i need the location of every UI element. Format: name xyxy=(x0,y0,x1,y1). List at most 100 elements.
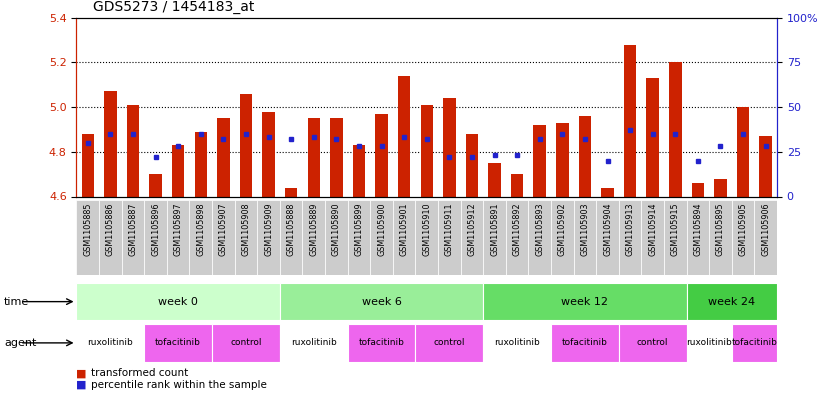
Text: time: time xyxy=(4,297,29,307)
Bar xyxy=(465,134,478,196)
Bar xyxy=(624,44,637,196)
Bar xyxy=(121,200,145,275)
Text: GSM1105890: GSM1105890 xyxy=(332,203,341,256)
Bar xyxy=(234,200,258,275)
Bar xyxy=(551,324,619,362)
Bar xyxy=(578,116,591,196)
Text: GSM1105894: GSM1105894 xyxy=(693,203,702,256)
Text: GSM1105914: GSM1105914 xyxy=(648,203,657,256)
Text: week 0: week 0 xyxy=(158,297,198,307)
Text: GSM1105892: GSM1105892 xyxy=(513,203,522,256)
Bar xyxy=(280,283,483,320)
Text: week 6: week 6 xyxy=(361,297,401,307)
Bar xyxy=(302,200,325,275)
Bar xyxy=(189,200,212,275)
Text: week 12: week 12 xyxy=(562,297,608,307)
Bar xyxy=(596,200,619,275)
Bar xyxy=(732,200,755,275)
Text: GSM1105887: GSM1105887 xyxy=(129,203,137,256)
Bar xyxy=(420,105,433,196)
Bar xyxy=(489,163,501,196)
Text: GSM1105905: GSM1105905 xyxy=(739,203,748,256)
Text: GSM1105901: GSM1105901 xyxy=(400,203,409,256)
Bar xyxy=(534,125,546,196)
Text: GSM1105904: GSM1105904 xyxy=(603,203,612,256)
Text: ruxolitinib: ruxolitinib xyxy=(686,338,732,347)
Text: ruxolitinib: ruxolitinib xyxy=(494,338,540,347)
Text: percentile rank within the sample: percentile rank within the sample xyxy=(91,380,268,390)
Bar xyxy=(76,324,145,362)
Bar xyxy=(212,324,280,362)
Text: tofacitinib: tofacitinib xyxy=(359,338,405,347)
Text: GSM1105888: GSM1105888 xyxy=(287,203,296,256)
Bar xyxy=(483,283,686,320)
Text: ruxolitinib: ruxolitinib xyxy=(87,338,133,347)
Text: GSM1105902: GSM1105902 xyxy=(558,203,567,256)
Bar xyxy=(755,200,777,275)
Bar xyxy=(167,200,189,275)
Bar xyxy=(239,94,252,196)
Bar xyxy=(258,200,280,275)
Bar xyxy=(352,145,365,196)
Bar xyxy=(81,134,94,196)
Bar xyxy=(556,123,568,196)
Bar xyxy=(398,76,411,196)
Bar xyxy=(371,200,393,275)
Bar xyxy=(619,200,642,275)
Bar xyxy=(76,200,99,275)
Bar xyxy=(551,200,573,275)
Text: ■: ■ xyxy=(76,380,87,390)
Text: agent: agent xyxy=(4,338,37,348)
Bar xyxy=(715,178,726,196)
Bar xyxy=(438,200,460,275)
Text: GSM1105900: GSM1105900 xyxy=(377,203,386,256)
Text: GSM1105891: GSM1105891 xyxy=(490,203,499,256)
Text: GSM1105913: GSM1105913 xyxy=(626,203,635,256)
Bar xyxy=(393,200,416,275)
Bar xyxy=(511,174,524,196)
Bar xyxy=(307,118,320,196)
Bar xyxy=(280,324,347,362)
Bar xyxy=(642,200,664,275)
Bar xyxy=(280,200,302,275)
Bar xyxy=(172,145,184,196)
Text: tofacitinib: tofacitinib xyxy=(731,338,777,347)
Text: GSM1105910: GSM1105910 xyxy=(422,203,431,256)
Text: control: control xyxy=(434,338,465,347)
Text: GSM1105908: GSM1105908 xyxy=(242,203,250,256)
Text: GSM1105896: GSM1105896 xyxy=(151,203,160,256)
Text: control: control xyxy=(637,338,668,347)
Text: GSM1105907: GSM1105907 xyxy=(219,203,228,256)
Bar xyxy=(602,187,614,196)
Bar xyxy=(217,118,229,196)
Bar xyxy=(737,107,750,196)
Text: GSM1105885: GSM1105885 xyxy=(83,203,92,256)
Text: GSM1105903: GSM1105903 xyxy=(580,203,589,256)
Bar xyxy=(483,324,551,362)
Text: week 24: week 24 xyxy=(708,297,755,307)
Bar xyxy=(760,136,772,196)
Bar xyxy=(529,200,551,275)
Bar xyxy=(416,324,483,362)
Bar xyxy=(709,200,732,275)
Bar xyxy=(732,324,777,362)
Text: GSM1105898: GSM1105898 xyxy=(196,203,205,256)
Bar xyxy=(263,112,275,196)
Text: GSM1105889: GSM1105889 xyxy=(309,203,318,256)
Bar xyxy=(686,324,732,362)
Text: tofacitinib: tofacitinib xyxy=(562,338,607,347)
Bar xyxy=(691,183,704,196)
Bar xyxy=(325,200,347,275)
Text: GSM1105886: GSM1105886 xyxy=(106,203,115,256)
Bar xyxy=(104,92,116,196)
Text: GSM1105915: GSM1105915 xyxy=(671,203,680,256)
Text: GDS5273 / 1454183_at: GDS5273 / 1454183_at xyxy=(93,0,254,14)
Text: GSM1105897: GSM1105897 xyxy=(174,203,183,256)
Bar xyxy=(647,78,659,196)
Text: GSM1105909: GSM1105909 xyxy=(264,203,273,256)
Bar xyxy=(686,283,777,320)
Bar xyxy=(669,62,681,196)
Bar xyxy=(443,98,455,196)
Bar xyxy=(347,324,416,362)
Text: tofacitinib: tofacitinib xyxy=(155,338,201,347)
